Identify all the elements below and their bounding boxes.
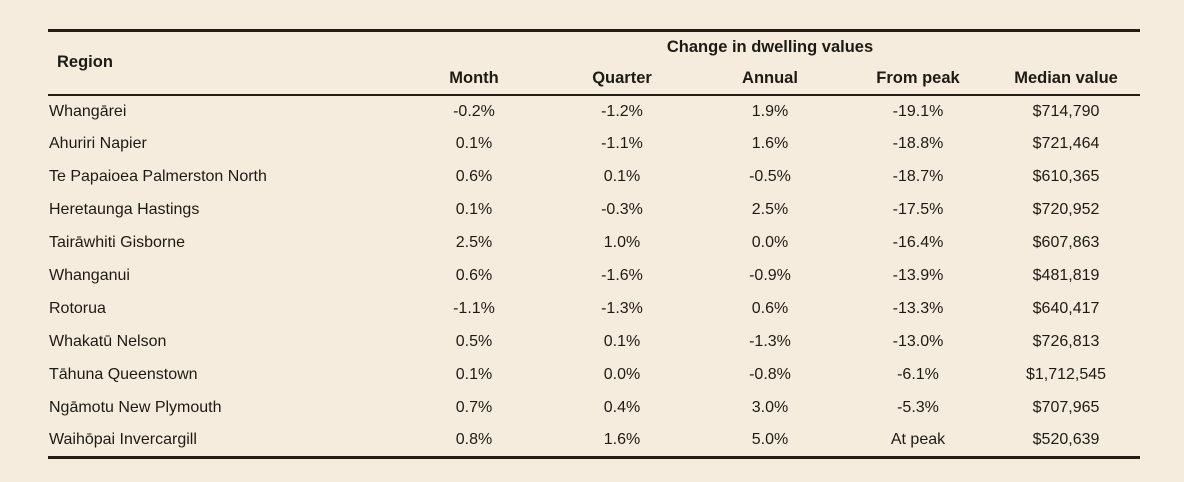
region-cell: Ahuriri Napier bbox=[49, 135, 147, 152]
value-cell: $726,813 bbox=[1032, 333, 1100, 350]
value-cell: -13.0% bbox=[892, 333, 944, 350]
table-row: Tāhuna Queenstown 0.1% 0.0% -0.8% -6.1% $1,71… bbox=[48, 359, 1140, 392]
table-body: Whangārei -0.2% -1.2% 1.9% -19.1% $714,790 Ahu… bbox=[48, 95, 1140, 458]
column-header-quarter: Quarter bbox=[592, 68, 652, 87]
region-cell: Whakatū Nelson bbox=[49, 333, 167, 350]
column-header-month: Month bbox=[449, 68, 499, 87]
value-cell: $721,464 bbox=[1032, 135, 1100, 152]
value-cell: $1,712,545 bbox=[1025, 366, 1107, 383]
value-cell: 1.6% bbox=[603, 431, 641, 449]
group-header-row: Region Change in dwelling values bbox=[48, 31, 1140, 72]
value-cell: 2.5% bbox=[455, 234, 493, 251]
value-cell: -0.3% bbox=[601, 201, 643, 218]
value-cell: 0.4% bbox=[603, 399, 641, 416]
value-cell: 1.9% bbox=[751, 102, 789, 120]
value-cell: -1.3% bbox=[601, 300, 643, 317]
region-cell: Waihōpai Invercargill bbox=[49, 431, 197, 449]
value-cell: 1.6% bbox=[751, 135, 789, 152]
table-row: Whakatū Nelson 0.5% 0.1% -1.3% -13.0% $726,81… bbox=[48, 326, 1140, 359]
table-row: Waihōpai Invercargill 0.8% 1.6% 5.0% At peak… bbox=[48, 425, 1140, 458]
value-cell: $714,790 bbox=[1032, 102, 1100, 120]
value-cell: 1.0% bbox=[603, 234, 641, 251]
table-row: Ngāmotu New Plymouth 0.7% 0.4% 3.0% -5.3% $70… bbox=[48, 392, 1140, 425]
value-cell: -1.3% bbox=[749, 333, 791, 350]
value-cell: 0.1% bbox=[455, 366, 493, 383]
value-cell: 0.0% bbox=[603, 366, 641, 383]
value-cell: $640,417 bbox=[1032, 300, 1100, 317]
column-header-annual: Annual bbox=[742, 68, 798, 87]
value-cell: $720,952 bbox=[1032, 201, 1100, 218]
table-header: Region Change in dwelling values Month Q… bbox=[48, 31, 1141, 95]
table-row: Rotorua -1.1% -1.3% 0.6% -13.3% $640,417 bbox=[48, 293, 1140, 326]
value-cell: -16.4% bbox=[892, 234, 944, 251]
table-row: Heretaunga Hastings 0.1% -0.3% 2.5% -17.5% $7… bbox=[48, 194, 1140, 227]
value-cell: -0.2% bbox=[453, 102, 495, 120]
column-header-row: Month Quarter Annual From peak Median va… bbox=[48, 63, 1140, 95]
value-cell: -0.9% bbox=[749, 267, 791, 284]
table-row: Ahuriri Napier 0.1% -1.1% 1.6% -18.8% $721,46… bbox=[48, 128, 1140, 161]
value-cell: $481,819 bbox=[1032, 267, 1100, 284]
region-cell: Tāhuna Queenstown bbox=[49, 366, 198, 383]
value-cell: At peak bbox=[890, 431, 946, 449]
value-cell: $707,965 bbox=[1032, 399, 1100, 416]
value-cell: 0.8% bbox=[455, 431, 493, 449]
value-cell: $610,365 bbox=[1032, 168, 1100, 185]
value-cell: 0.1% bbox=[603, 168, 641, 185]
region-cell: Tairāwhiti Gisborne bbox=[49, 234, 186, 251]
value-cell: -13.9% bbox=[892, 267, 944, 284]
value-cell: $520,639 bbox=[1032, 431, 1100, 449]
region-cell: Te Papaioea Palmerston North bbox=[49, 168, 267, 185]
value-cell: 5.0% bbox=[751, 431, 789, 449]
value-cell: 0.6% bbox=[455, 168, 493, 185]
value-cell: -1.2% bbox=[601, 102, 643, 120]
table-title: Change in dwelling values bbox=[666, 37, 874, 56]
table-row: Te Papaioea Palmerston North 0.6% 0.1% -0.5… bbox=[48, 161, 1140, 194]
dwelling-values-table: Region Change in dwelling values Month Q… bbox=[48, 29, 1141, 459]
value-cell: 3.0% bbox=[751, 399, 789, 416]
value-cell: -1.6% bbox=[601, 267, 643, 284]
region-cell: Rotorua bbox=[49, 300, 106, 317]
value-cell: 0.6% bbox=[751, 300, 789, 317]
value-cell: -6.1% bbox=[897, 366, 939, 383]
table-row: Whangārei -0.2% -1.2% 1.9% -19.1% $714,790 bbox=[48, 95, 1140, 128]
value-cell: 0.6% bbox=[455, 267, 493, 284]
value-cell: 0.1% bbox=[455, 135, 493, 152]
value-cell: -1.1% bbox=[601, 135, 643, 152]
value-cell: 0.1% bbox=[455, 201, 493, 218]
region-cell: Ngāmotu New Plymouth bbox=[49, 399, 222, 416]
value-cell: -0.8% bbox=[749, 366, 791, 383]
dwelling-values-table-container: Region Change in dwelling values Month Q… bbox=[48, 29, 1141, 459]
value-cell: -5.3% bbox=[897, 399, 939, 416]
value-cell: -17.5% bbox=[892, 201, 944, 218]
table-row: Whanganui 0.6% -1.6% -0.9% -13.9% $481,819 bbox=[48, 260, 1140, 293]
region-cell: Heretaunga Hastings bbox=[49, 201, 200, 218]
value-cell: -0.5% bbox=[749, 168, 791, 185]
value-cell: 2.5% bbox=[751, 201, 789, 218]
value-cell: -1.1% bbox=[453, 300, 495, 317]
value-cell: -18.7% bbox=[892, 168, 944, 185]
value-cell: 0.1% bbox=[603, 333, 641, 350]
column-header-from-peak: From peak bbox=[876, 68, 960, 87]
region-cell: Whanganui bbox=[49, 267, 130, 284]
column-header-region: Region bbox=[57, 53, 113, 72]
value-cell: 0.7% bbox=[455, 399, 493, 416]
value-cell: $607,863 bbox=[1032, 234, 1100, 251]
table-row: Tairāwhiti Gisborne 2.5% 1.0% 0.0% -16.4% $60… bbox=[48, 227, 1140, 260]
region-cell: Whangārei bbox=[49, 102, 127, 120]
value-cell: 0.5% bbox=[455, 333, 493, 350]
value-cell: 0.0% bbox=[751, 234, 789, 251]
value-cell: -18.8% bbox=[892, 135, 944, 152]
column-header-median-value: Median value bbox=[1014, 68, 1118, 87]
value-cell: -13.3% bbox=[892, 300, 944, 317]
value-cell: -19.1% bbox=[892, 102, 944, 120]
